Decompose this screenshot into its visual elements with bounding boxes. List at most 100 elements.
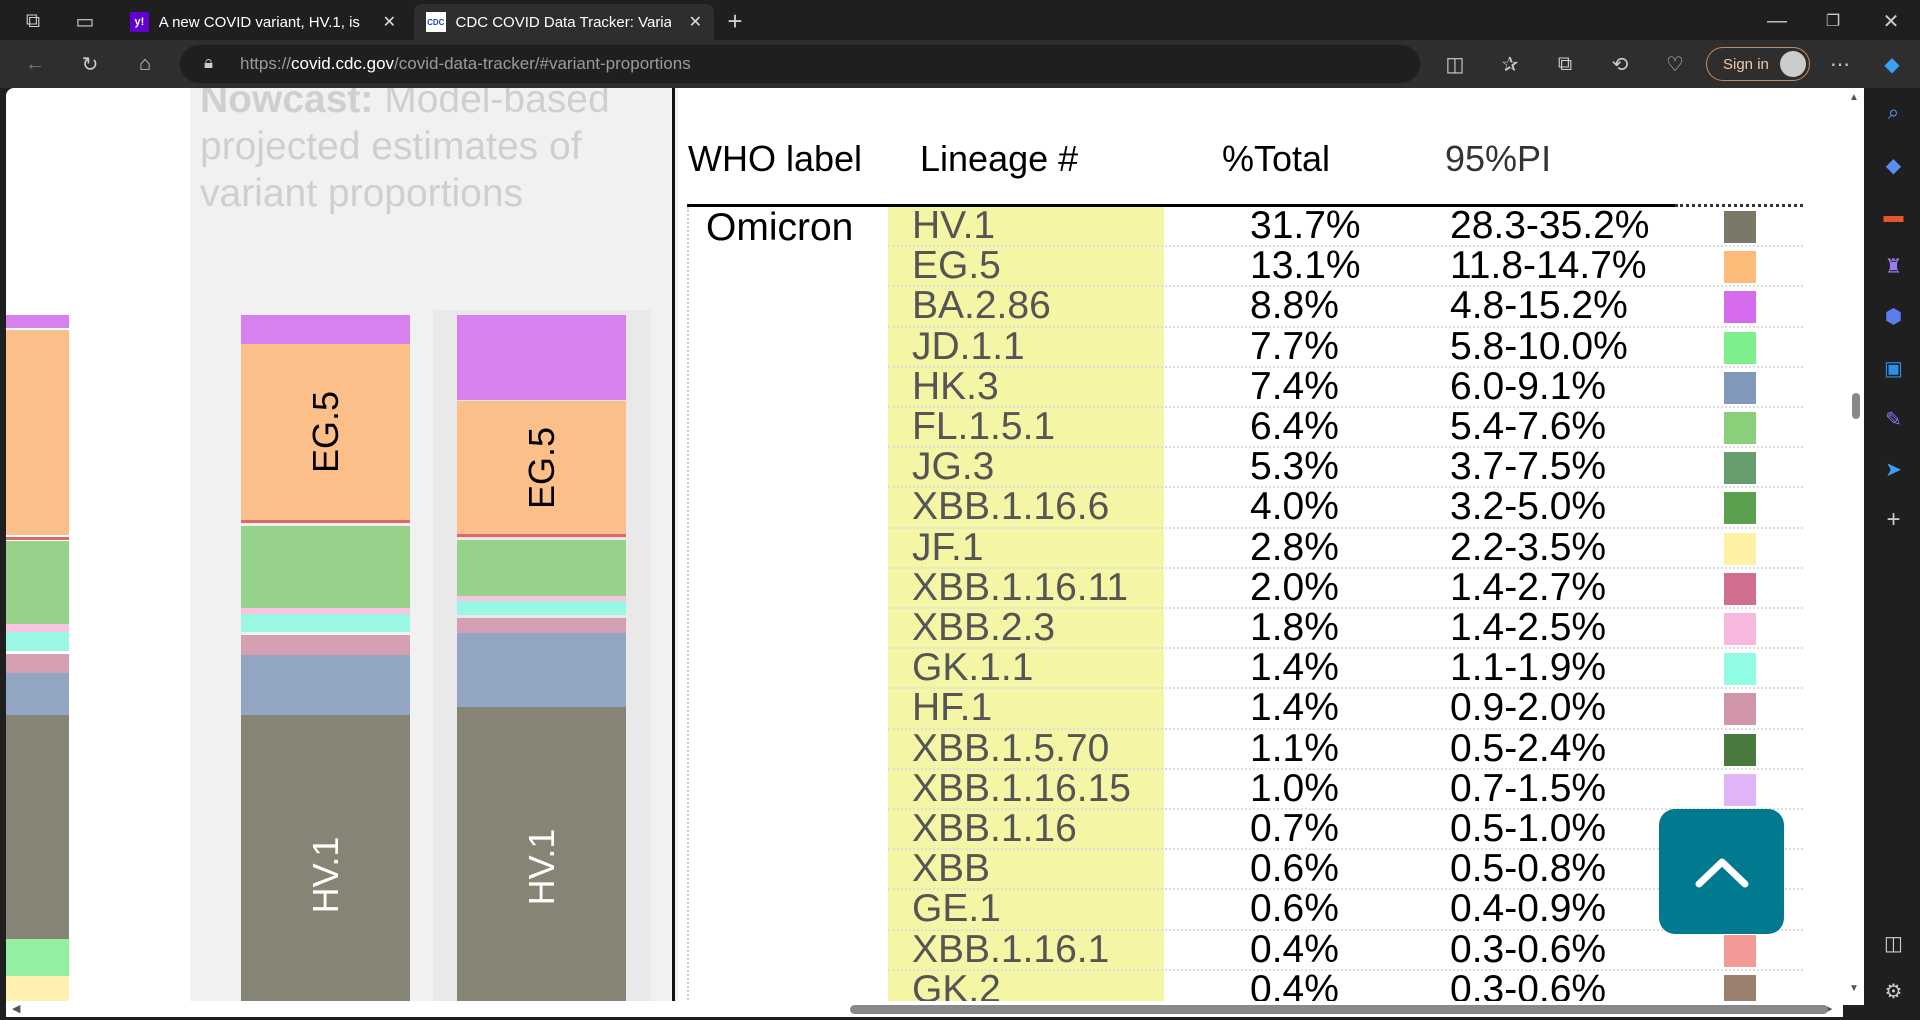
close-window-icon[interactable]: ✕ [1882, 10, 1900, 33]
total-cell: 2.0% [1250, 565, 1339, 609]
total-cell: 0.7% [1250, 807, 1339, 850]
pi-cell: 0.3-0.6% [1450, 967, 1607, 1005]
pi-cell: 1.4-2.5% [1450, 606, 1607, 649]
pi-cell: 5.8-10.0% [1450, 324, 1628, 368]
pi-cell: 3.2-5.0% [1450, 485, 1607, 529]
back-to-top-button[interactable] [1659, 809, 1784, 934]
pi-cell: 3.7-7.5% [1450, 445, 1607, 489]
table-row: XBB 0.6% 0.5-0.8% [888, 847, 1803, 891]
lineage-cell: EG.5 [912, 244, 1001, 288]
pi-cell: 0.5-2.4% [1450, 726, 1607, 770]
nowcast-description: Nowcast: Model-based projected estimates… [200, 88, 670, 217]
color-swatch [1724, 251, 1756, 284]
stacked-bar[interactable] [6, 315, 69, 1005]
history-icon[interactable]: ⟲ [1611, 53, 1629, 76]
total-cell: 8.8% [1250, 284, 1339, 328]
total-cell: 7.7% [1250, 324, 1339, 368]
pi-cell: 2.2-3.5% [1450, 525, 1607, 569]
total-cell: 2.8% [1250, 525, 1339, 569]
pi-cell: 6.0-9.1% [1450, 364, 1607, 408]
scroll-up-icon[interactable]: ▲ [1849, 92, 1859, 103]
header-lineage: Lineage # [920, 138, 1079, 179]
scroll-down-icon[interactable]: ▼ [1849, 983, 1859, 994]
pi-cell: 0.5-0.8% [1450, 847, 1607, 891]
bar-label-eg5: EG.5 [304, 390, 346, 474]
avatar [1780, 51, 1806, 77]
copilot-icon[interactable]: ◆ [1884, 53, 1900, 76]
add-icon[interactable]: + [1886, 506, 1901, 533]
collections-icon[interactable]: ⧉ [1557, 52, 1573, 75]
scroll-left-icon[interactable]: ◀ [12, 1003, 21, 1015]
refresh-icon[interactable]: ↻ [81, 53, 99, 76]
close-tab-icon[interactable]: ✕ [382, 14, 396, 31]
tab-actions-icon[interactable]: ▭ [75, 10, 95, 33]
vertical-scrollbar[interactable]: ▲ ▼ [1843, 88, 1864, 1005]
lineage-cell: FL.1.5.1 [912, 405, 1056, 448]
favorites-icon[interactable]: ✰ [1501, 53, 1519, 76]
lineage-cell: JF.1 [912, 525, 984, 569]
scroll-right-icon[interactable]: ▶ [1824, 1003, 1833, 1015]
total-cell: 1.1% [1250, 726, 1339, 770]
back-icon[interactable]: ← [25, 52, 45, 75]
settings-gear-icon[interactable]: ⚙ [1884, 980, 1903, 1003]
outlook-icon[interactable]: ▣ [1884, 357, 1903, 380]
address-bar[interactable]: 🔒︎ https://covid.cdc.gov/covid-data-trac… [180, 45, 1420, 83]
games-icon[interactable]: ♜ [1884, 255, 1903, 278]
hide-sidebar-icon[interactable]: ◫ [1884, 932, 1903, 955]
stacked-bar[interactable]: EG.5 HV.1 [457, 315, 626, 1005]
sign-in-button[interactable]: Sign in [1706, 47, 1810, 81]
cdc-favicon: CDC [426, 12, 446, 32]
color-swatch [1724, 412, 1756, 444]
tab-title: A new COVID variant, HV.1, is now [158, 13, 365, 31]
table-row: XBB.1.5.70 1.1% 0.5-2.4% [888, 726, 1803, 770]
vertical-scroll-thumb[interactable] [1852, 393, 1860, 419]
performance-icon[interactable]: ♡ [1666, 53, 1684, 76]
lineage-cell: XBB.1.5.70 [912, 726, 1110, 770]
tab-title: CDC COVID Data Tracker: Variant [455, 13, 671, 31]
total-cell: 5.3% [1250, 445, 1339, 489]
tab-yahoo[interactable]: y! A new COVID variant, HV.1, is now ✕ [118, 4, 408, 40]
close-tab-icon[interactable]: ✕ [688, 14, 702, 31]
copilot-designer-icon[interactable]: ⬢ [1884, 305, 1903, 328]
minimize-icon[interactable]: — [1767, 9, 1787, 32]
table-row: BA.2.86 8.8% 4.8-15.2% [888, 284, 1803, 328]
header-who-label: WHO label [688, 138, 863, 179]
color-swatch [1724, 974, 1756, 1005]
table-row: JD.1.1 7.7% 5.8-10.0% [888, 324, 1803, 368]
edge-sidebar: ⌕ ◆ ▬ ♜ ⬢ ▣ ✎ ➤ + ◫ ⚙ [1867, 88, 1920, 1020]
new-tab-icon[interactable]: + [727, 5, 743, 36]
color-swatch [1724, 452, 1756, 485]
lineage-column-highlight [888, 207, 1164, 1005]
total-cell: 4.0% [1250, 485, 1339, 529]
lineage-cell: HF.1 [912, 686, 993, 730]
table-row: GK.2 0.4% 0.3-0.6% [888, 967, 1803, 1005]
more-icon[interactable]: ⋯ [1830, 53, 1850, 76]
total-cell: 1.0% [1250, 766, 1339, 810]
color-swatch [1724, 613, 1756, 645]
total-cell: 0.6% [1250, 887, 1339, 931]
stacked-bar[interactable]: EG.5 HV.1 [241, 315, 410, 1005]
workspaces-icon[interactable]: ⧉ [25, 9, 41, 32]
table-row: HV.1 31.7% 28.3-35.2% [888, 206, 1803, 248]
total-cell: 6.4% [1250, 405, 1339, 448]
pi-cell: 0.3-0.6% [1450, 927, 1607, 971]
search-icon[interactable]: ⌕ [1887, 101, 1900, 124]
bar-label-hv1: HV.1 [304, 836, 346, 914]
horizontal-scroll-thumb[interactable] [850, 1005, 1828, 1014]
restore-icon[interactable]: ❐ [1825, 13, 1841, 30]
drop-icon[interactable]: ✎ [1885, 408, 1902, 431]
pi-cell: 0.5-1.0% [1450, 807, 1607, 850]
header-total: %Total [1222, 138, 1331, 179]
home-icon[interactable]: ⌂ [138, 52, 152, 75]
split-screen-icon[interactable]: ◫ [1445, 53, 1465, 76]
total-cell: 0.4% [1250, 927, 1339, 971]
tab-cdc[interactable]: CDC CDC COVID Data Tracker: Variant ✕ [414, 4, 714, 40]
tools-briefcase-icon[interactable]: ▬ [1883, 204, 1904, 227]
total-cell: 0.4% [1250, 967, 1339, 1005]
yahoo-favicon: y! [130, 12, 149, 32]
color-swatch [1724, 733, 1756, 766]
color-swatch [1724, 211, 1756, 243]
send-icon[interactable]: ➤ [1885, 458, 1902, 481]
shopping-tag-icon[interactable]: ◆ [1885, 154, 1902, 177]
color-swatch [1724, 331, 1756, 364]
